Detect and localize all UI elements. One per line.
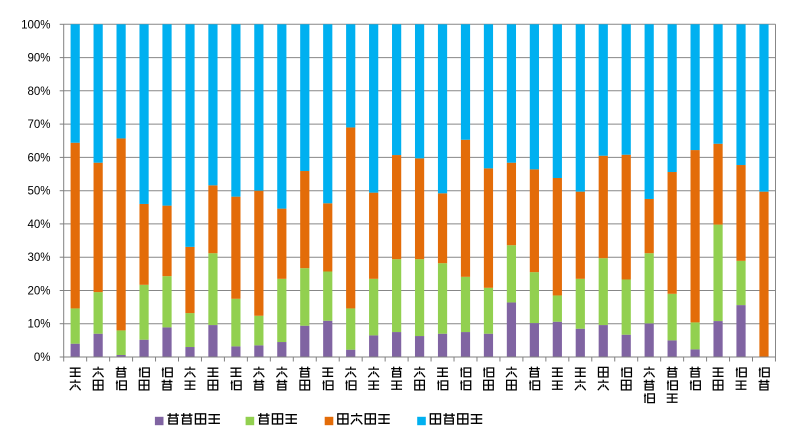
svg-text:50%: 50%	[27, 186, 50, 198]
svg-text:60%: 60%	[27, 152, 50, 164]
svg-text:90%: 90%	[27, 53, 50, 65]
svg-text:10%: 10%	[27, 319, 50, 331]
svg-text:30%: 30%	[27, 252, 50, 264]
svg-text:100%: 100%	[21, 19, 50, 31]
svg-text:40%: 40%	[27, 219, 50, 231]
svg-text:20%: 20%	[27, 286, 50, 298]
svg-text:0%: 0%	[34, 352, 51, 364]
svg-text:70%: 70%	[27, 119, 50, 131]
svg-text:80%: 80%	[27, 86, 50, 98]
